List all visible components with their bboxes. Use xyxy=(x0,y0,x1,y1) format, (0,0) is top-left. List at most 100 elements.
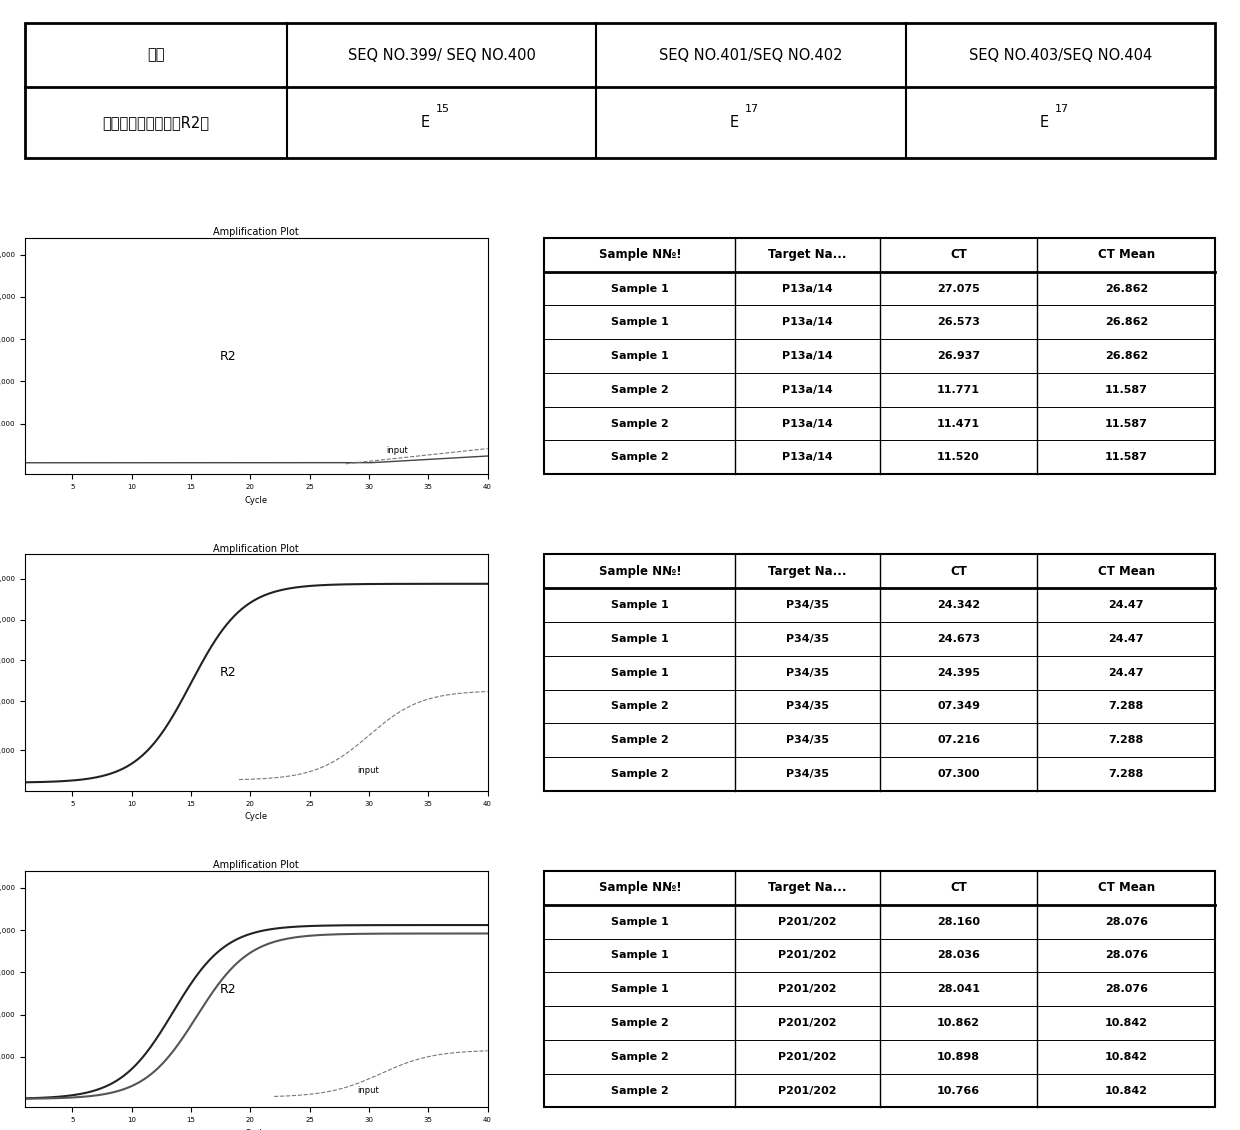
Text: 24.47: 24.47 xyxy=(1109,600,1145,610)
Text: 24.47: 24.47 xyxy=(1109,668,1145,678)
Text: Sample 2: Sample 2 xyxy=(611,768,668,779)
Text: Sample 1: Sample 1 xyxy=(611,284,668,294)
Text: input: input xyxy=(357,766,378,775)
Text: 7.288: 7.288 xyxy=(1109,702,1145,712)
Text: Sample 1: Sample 1 xyxy=(611,984,668,994)
Text: 10.842: 10.842 xyxy=(1105,1086,1148,1095)
Text: CT: CT xyxy=(950,249,967,261)
Text: Sample 2: Sample 2 xyxy=(611,1086,668,1095)
X-axis label: Cycle: Cycle xyxy=(244,1129,268,1130)
Text: Sample N№!: Sample N№! xyxy=(599,881,681,895)
Text: 二轮杂交富集文库（R2）: 二轮杂交富集文库（R2） xyxy=(102,115,210,130)
Text: 10.898: 10.898 xyxy=(937,1052,980,1062)
Text: P34/35: P34/35 xyxy=(786,668,830,678)
Text: Sample 2: Sample 2 xyxy=(611,1052,668,1062)
Text: 28.036: 28.036 xyxy=(937,950,980,960)
Text: E: E xyxy=(730,115,739,130)
Text: Sample 2: Sample 2 xyxy=(611,418,668,428)
Text: 24.395: 24.395 xyxy=(937,668,980,678)
Text: Sample 1: Sample 1 xyxy=(611,634,668,644)
Text: SEQ NO.399/ SEQ NO.400: SEQ NO.399/ SEQ NO.400 xyxy=(347,47,536,62)
Text: P34/35: P34/35 xyxy=(786,768,830,779)
Text: Sample 1: Sample 1 xyxy=(611,318,668,328)
Text: 10.842: 10.842 xyxy=(1105,1018,1148,1028)
Text: 07.349: 07.349 xyxy=(937,702,980,712)
Text: 28.160: 28.160 xyxy=(937,916,980,927)
Text: CT: CT xyxy=(950,565,967,577)
Text: Sample N№!: Sample N№! xyxy=(599,565,681,577)
Text: 10.862: 10.862 xyxy=(937,1018,980,1028)
Text: 11.587: 11.587 xyxy=(1105,418,1148,428)
Text: 28.076: 28.076 xyxy=(1105,916,1148,927)
Text: P13a/14: P13a/14 xyxy=(782,385,833,394)
Text: R2: R2 xyxy=(219,667,237,679)
Text: E: E xyxy=(1039,115,1049,130)
Text: SEQ NO.401/SEQ NO.402: SEQ NO.401/SEQ NO.402 xyxy=(660,47,843,62)
Text: Sample 2: Sample 2 xyxy=(611,385,668,394)
Text: P34/35: P34/35 xyxy=(786,634,830,644)
Text: CT Mean: CT Mean xyxy=(1097,249,1154,261)
Text: P201/202: P201/202 xyxy=(779,1018,837,1028)
Text: P34/35: P34/35 xyxy=(786,702,830,712)
Text: 26.937: 26.937 xyxy=(937,351,980,362)
Text: 11.587: 11.587 xyxy=(1105,452,1148,462)
Text: P13a/14: P13a/14 xyxy=(782,452,833,462)
Text: R2: R2 xyxy=(219,983,237,996)
Text: 10.766: 10.766 xyxy=(937,1086,980,1095)
Text: P201/202: P201/202 xyxy=(779,984,837,994)
Title: Amplification Plot: Amplification Plot xyxy=(213,860,299,870)
Text: Sample 1: Sample 1 xyxy=(611,916,668,927)
Text: CT: CT xyxy=(950,881,967,895)
Title: Amplification Plot: Amplification Plot xyxy=(213,227,299,237)
Text: 07.300: 07.300 xyxy=(937,768,980,779)
Text: Sample 1: Sample 1 xyxy=(611,668,668,678)
Text: 17: 17 xyxy=(745,104,759,114)
Text: 7.288: 7.288 xyxy=(1109,736,1145,745)
Text: Target Na...: Target Na... xyxy=(769,565,847,577)
Text: 11.771: 11.771 xyxy=(937,385,980,394)
Text: R2: R2 xyxy=(219,349,237,363)
Text: 编号: 编号 xyxy=(148,47,165,62)
Text: 10.842: 10.842 xyxy=(1105,1052,1148,1062)
Text: 11.471: 11.471 xyxy=(937,418,980,428)
Text: Sample 1: Sample 1 xyxy=(611,950,668,960)
Text: P34/35: P34/35 xyxy=(786,600,830,610)
Text: Sample N№!: Sample N№! xyxy=(599,249,681,261)
Text: P201/202: P201/202 xyxy=(779,1086,837,1095)
Title: Amplification Plot: Amplification Plot xyxy=(213,544,299,554)
Text: input: input xyxy=(387,446,408,455)
Text: Sample 2: Sample 2 xyxy=(611,736,668,745)
Text: P201/202: P201/202 xyxy=(779,950,837,960)
Text: Target Na...: Target Na... xyxy=(769,881,847,895)
Text: 28.076: 28.076 xyxy=(1105,984,1148,994)
Text: P34/35: P34/35 xyxy=(786,736,830,745)
Text: 26.862: 26.862 xyxy=(1105,351,1148,362)
Text: P13a/14: P13a/14 xyxy=(782,351,833,362)
Text: 27.075: 27.075 xyxy=(937,284,980,294)
Text: P13a/14: P13a/14 xyxy=(782,284,833,294)
Text: 15: 15 xyxy=(435,104,449,114)
Text: 26.862: 26.862 xyxy=(1105,318,1148,328)
Text: E: E xyxy=(420,115,429,130)
Text: P13a/14: P13a/14 xyxy=(782,418,833,428)
Text: 11.587: 11.587 xyxy=(1105,385,1148,394)
Text: Sample 1: Sample 1 xyxy=(611,600,668,610)
Text: P201/202: P201/202 xyxy=(779,1052,837,1062)
Text: Sample 2: Sample 2 xyxy=(611,1018,668,1028)
Text: 26.573: 26.573 xyxy=(937,318,980,328)
Text: input: input xyxy=(357,1086,378,1095)
Text: 11.520: 11.520 xyxy=(937,452,980,462)
X-axis label: Cycle: Cycle xyxy=(244,496,268,504)
Text: Sample 2: Sample 2 xyxy=(611,452,668,462)
Text: 24.673: 24.673 xyxy=(937,634,980,644)
Text: Target Na...: Target Na... xyxy=(769,249,847,261)
Text: 28.041: 28.041 xyxy=(937,984,980,994)
Text: Sample 2: Sample 2 xyxy=(611,702,668,712)
Text: 26.862: 26.862 xyxy=(1105,284,1148,294)
Text: CT Mean: CT Mean xyxy=(1097,565,1154,577)
Text: 28.076: 28.076 xyxy=(1105,950,1148,960)
Text: Sample 1: Sample 1 xyxy=(611,351,668,362)
Text: 17: 17 xyxy=(1054,104,1069,114)
Text: 24.342: 24.342 xyxy=(937,600,980,610)
Text: 24.47: 24.47 xyxy=(1109,634,1145,644)
